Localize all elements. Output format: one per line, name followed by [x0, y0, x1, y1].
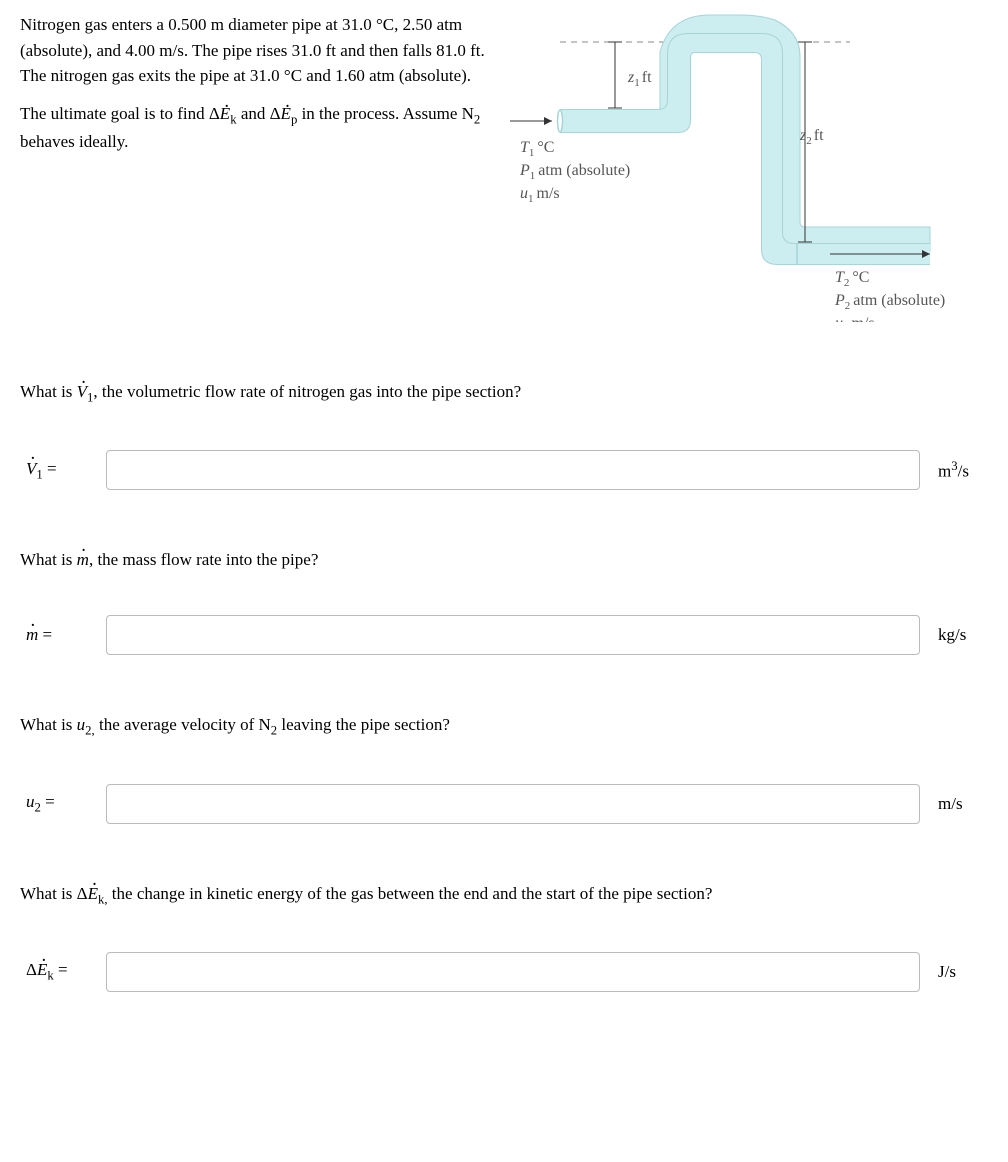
ek-symbol: E: [220, 104, 230, 123]
question-3: What is u2, the average velocity of N2 l…: [20, 715, 988, 738]
eq: =: [41, 792, 55, 811]
question-2: What is m, the mass flow rate into the p…: [20, 550, 988, 570]
problem-para-1: Nitrogen gas enters a 0.500 m diameter p…: [20, 12, 500, 89]
text: , the volumetric flow rate of nitrogen g…: [93, 382, 521, 401]
text: the change in kinetic energy of the gas …: [108, 884, 713, 903]
svg-text:T2°C: T2°C: [835, 269, 869, 289]
svg-text:P2atm (absolute): P2atm (absolute): [834, 292, 945, 312]
sym: u: [26, 792, 35, 811]
answer-1-input[interactable]: [106, 450, 920, 490]
question-1: What is V1, the volumetric flow rate of …: [20, 382, 988, 405]
text: , the mass flow rate into the pipe?: [89, 550, 318, 569]
answer-3-label: u2 =: [20, 792, 106, 815]
pipe-diagram: z1ft z2ft T1°C P1atm (absolute) u1m/s T2…: [500, 12, 990, 322]
page-container: Nitrogen gas enters a 0.500 m diameter p…: [0, 0, 1008, 1162]
sym: m: [26, 625, 38, 644]
pipe-shape: [558, 15, 931, 264]
text: What is: [20, 382, 77, 401]
svg-text:u2m/s: u2m/s: [835, 315, 875, 322]
answer-4-unit: J/s: [938, 962, 988, 982]
ep-symbol: E: [281, 104, 291, 123]
answer-3-unit: m/s: [938, 794, 988, 814]
text: the average velocity of N: [95, 715, 271, 734]
n2-sub: 2: [474, 112, 480, 126]
sym: V: [26, 459, 36, 478]
delta: Δ: [26, 960, 37, 979]
answer-row-2: m = kg/s: [20, 615, 988, 655]
text: and Δ: [237, 104, 281, 123]
text: in the process. Assume N: [297, 104, 474, 123]
text: What is Δ: [20, 884, 88, 903]
diagram-svg: z1ft z2ft T1°C P1atm (absolute) u1m/s T2…: [500, 12, 990, 322]
text: leaving the pipe section?: [277, 715, 450, 734]
svg-text:T1°C: T1°C: [520, 139, 554, 159]
question-4: What is ΔEk, the change in kinetic energ…: [20, 884, 988, 907]
text: What is: [20, 550, 77, 569]
answer-2-input[interactable]: [106, 615, 920, 655]
text: What is: [20, 715, 77, 734]
sym: E: [37, 960, 47, 979]
answer-row-1: V1 = m3/s: [20, 450, 988, 490]
eq: =: [54, 960, 68, 979]
ek-sub: k,: [98, 892, 108, 906]
answer-row-4: ΔEk = J/s: [20, 952, 988, 992]
answer-1-unit: m3/s: [938, 459, 988, 482]
mdot-symbol: m: [77, 550, 89, 569]
answer-4-label: ΔEk =: [20, 960, 106, 983]
answer-4-input[interactable]: [106, 952, 920, 992]
answer-row-3: u2 = m/s: [20, 784, 988, 824]
answer-3-input[interactable]: [106, 784, 920, 824]
svg-text:z1ft: z1ft: [627, 69, 652, 89]
svg-text:z2ft: z2ft: [799, 127, 824, 147]
svg-text:u1m/s: u1m/s: [520, 185, 560, 205]
v1dot-symbol: V: [77, 382, 87, 401]
text: behaves ideally.: [20, 132, 128, 151]
u2-symbol: u: [77, 715, 86, 734]
top-row: Nitrogen gas enters a 0.500 m diameter p…: [20, 12, 988, 322]
answer-2-label: m =: [20, 625, 106, 645]
text: The ultimate goal is to find Δ: [20, 104, 220, 123]
eq: =: [43, 459, 57, 478]
u2-sub: 2,: [85, 724, 95, 738]
answer-2-unit: kg/s: [938, 625, 988, 645]
eq: =: [38, 625, 52, 644]
svg-text:P1atm (absolute): P1atm (absolute): [519, 162, 630, 182]
answer-1-label: V1 =: [20, 459, 106, 482]
problem-para-2: The ultimate goal is to find ΔEk and ΔEp…: [20, 101, 500, 155]
problem-statement: Nitrogen gas enters a 0.500 m diameter p…: [20, 12, 500, 167]
ek-symbol: E: [88, 884, 98, 903]
